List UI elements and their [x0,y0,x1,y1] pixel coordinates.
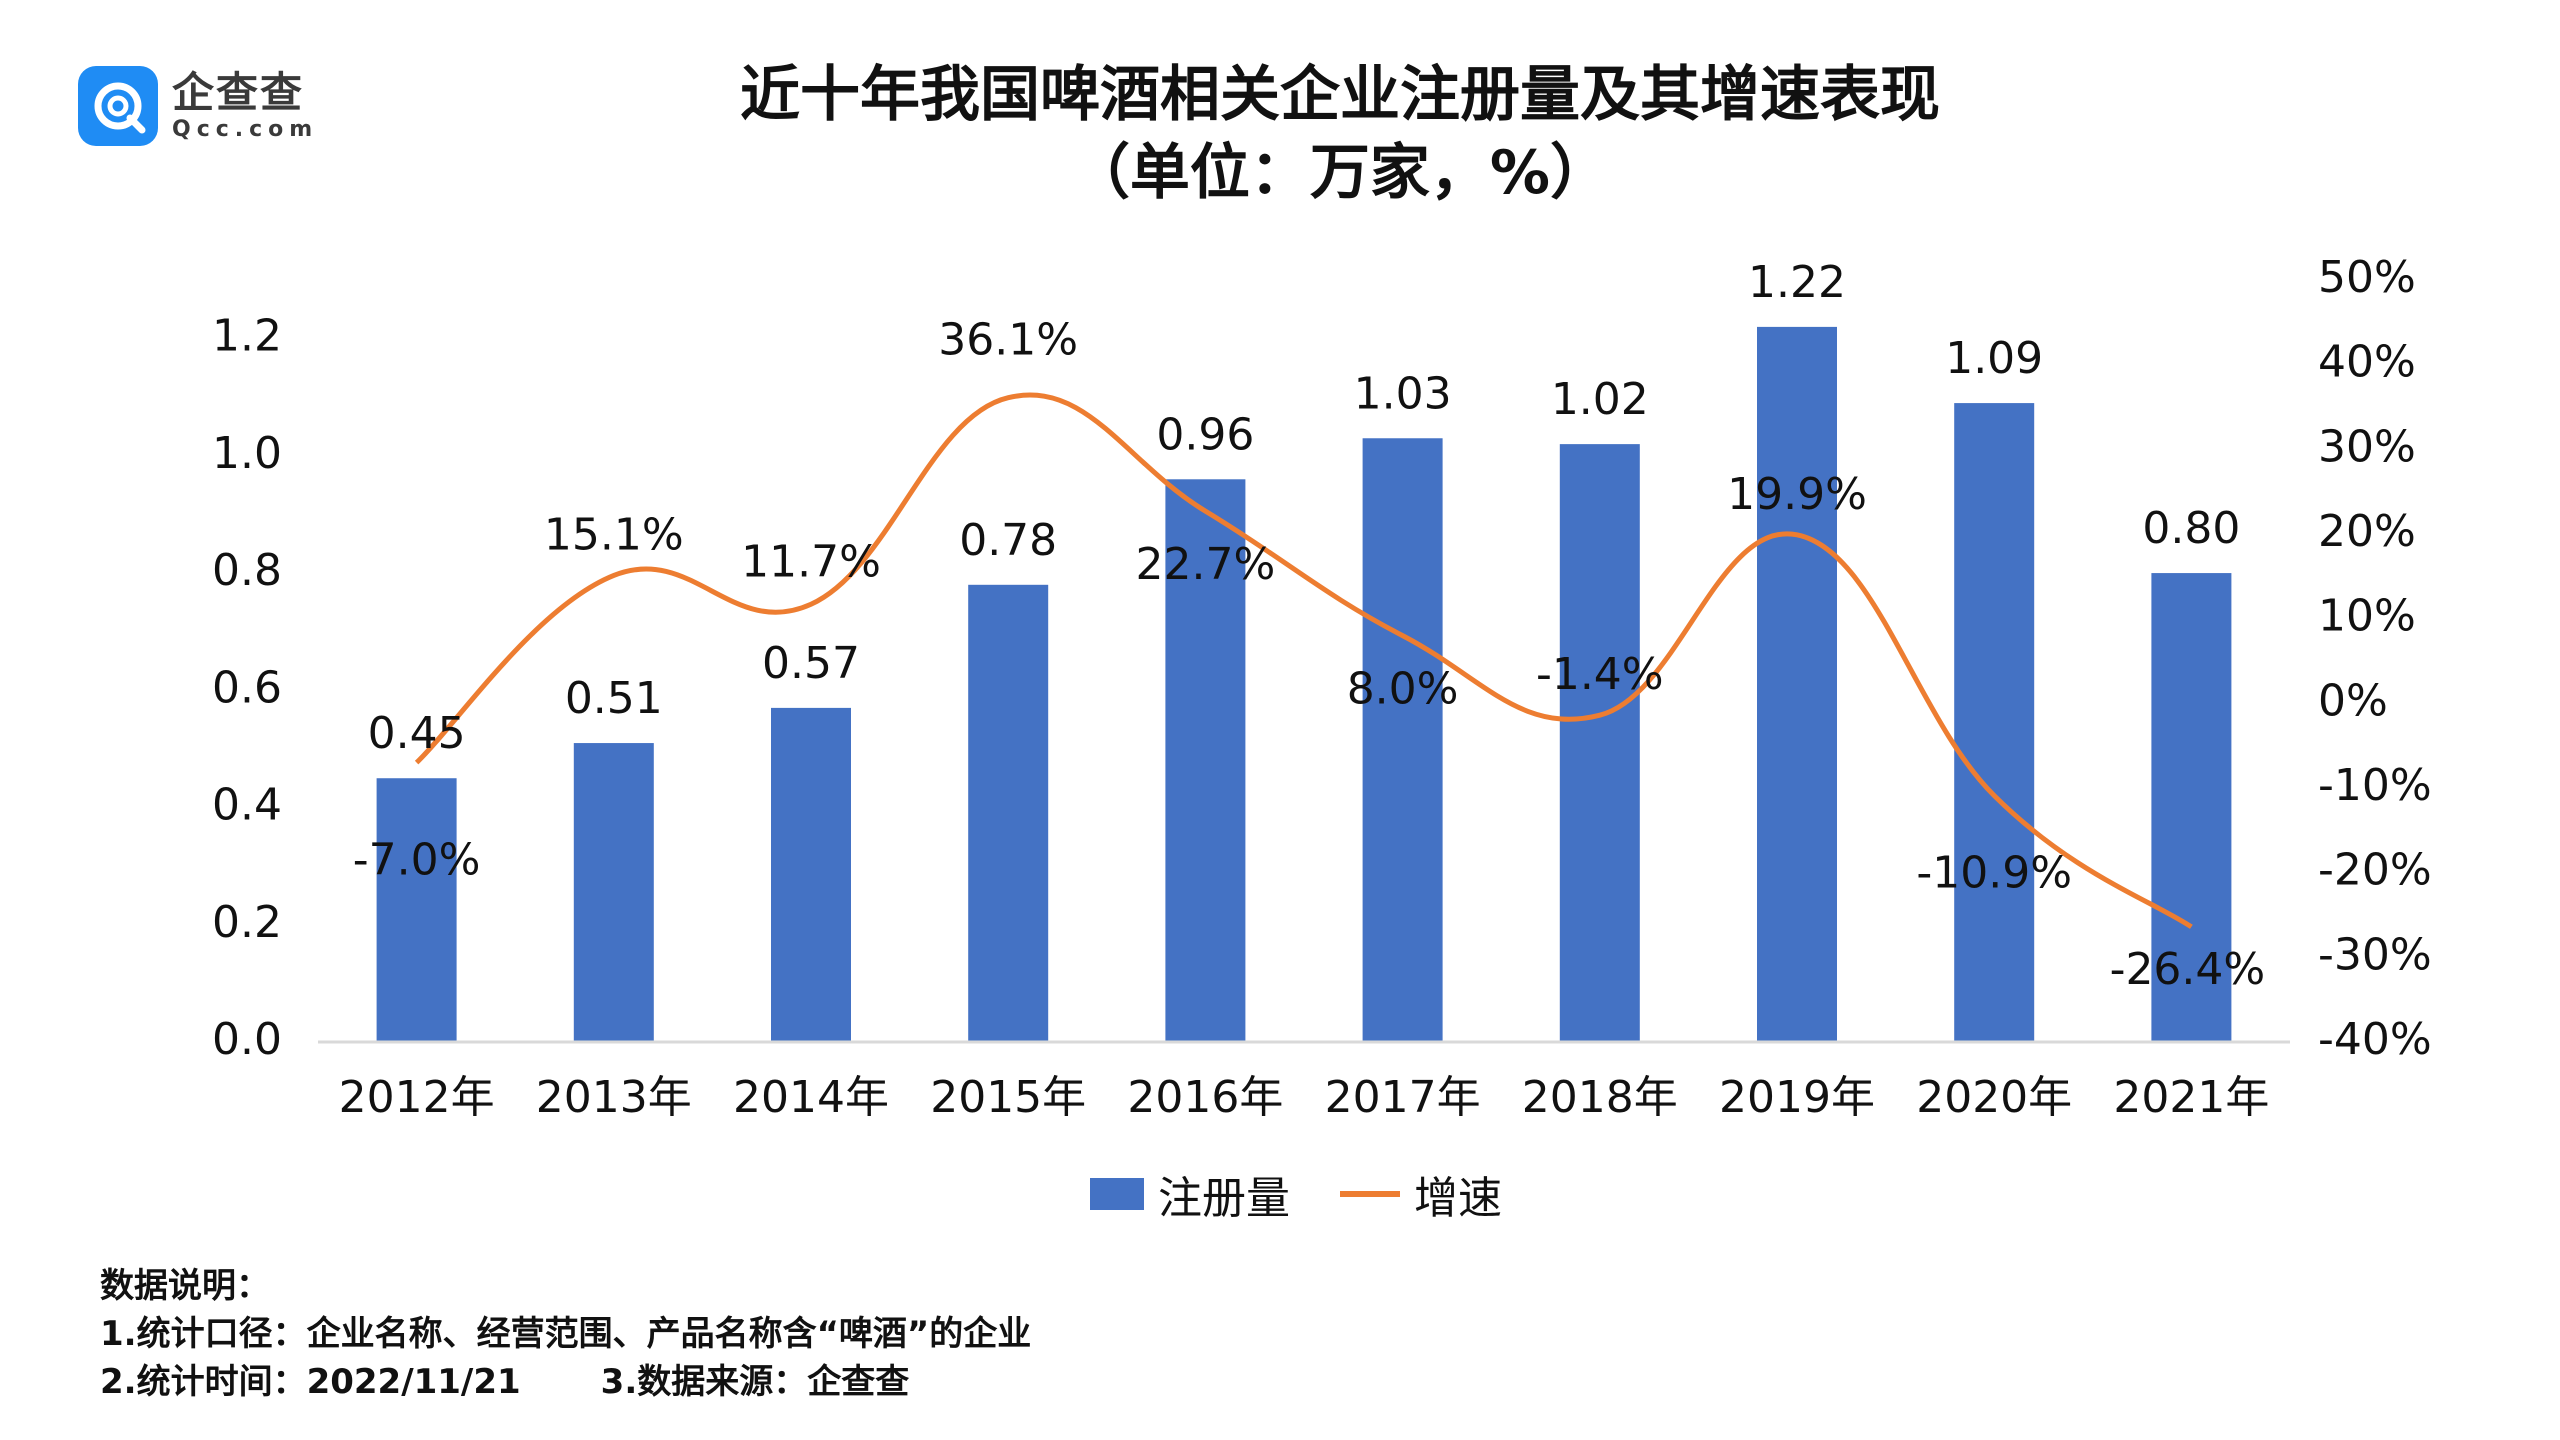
x-tick-label: 2021年 [2113,1072,2269,1123]
y-right-tick-label: -40% [2318,1014,2432,1065]
bar-value-label: 0.78 [959,515,1057,566]
bar [1165,479,1246,1042]
y-right-tick-label: -30% [2318,929,2432,980]
line-value-label: -1.4% [1536,649,1664,700]
y-left-tick-label: 0.8 [212,545,282,596]
bar [771,707,851,1042]
x-tick-label: 2016年 [1127,1072,1283,1123]
line-value-label: 15.1% [544,509,684,560]
legend-bar-swatch [1090,1178,1144,1210]
x-tick-label: 2018年 [1522,1072,1678,1123]
y-right-tick-label: 40% [2318,337,2416,388]
y-left-tick-label: 0.0 [212,1014,282,1065]
bar [1559,444,1640,1043]
x-tick-label: 2013年 [536,1072,692,1123]
qcc-logo-icon [78,66,158,146]
bar-value-label: 0.57 [762,638,860,689]
y-left-tick-label: 0.2 [212,897,282,948]
bar [968,584,1049,1042]
x-tick-label: 2014年 [733,1072,889,1123]
legend-line-swatch [1340,1191,1400,1197]
line-value-label: 36.1% [938,315,1078,366]
bar [1954,403,2035,1043]
bar-value-label: 1.22 [1748,257,1846,308]
bar-value-label: 0.51 [565,673,663,724]
legend-line-label: 增速 [1414,1173,1502,1224]
y-right-tick-label: 0% [2318,675,2388,726]
line-value-label: 8.0% [1347,664,1459,715]
x-tick-label: 2012年 [339,1072,495,1123]
notes-item-3: 3.数据来源：企查查 [600,1362,910,1402]
data-notes: 数据说明： 1.统计口径：企业名称、经营范围、产品名称含“啤酒”的企业 2.统计… [100,1262,1031,1406]
chart-title: 近十年我国啤酒相关企业注册量及其增速表现 （单位：万家，%） [0,56,2560,212]
x-tick-label: 2019年 [1719,1072,1875,1123]
bar [573,743,654,1042]
bar-value-label: 1.09 [1945,333,2043,384]
logo-domain: Qcc.com [172,117,319,142]
y-left-tick-label: 0.4 [212,780,282,831]
legend: 注册量 增速 [1090,1162,1502,1226]
line-value-label: -7.0% [353,835,481,886]
chart-title-line1: 近十年我国啤酒相关企业注册量及其增速表现 [740,60,1940,130]
y-right-tick-label: 50% [2318,252,2416,303]
bar [376,778,457,1042]
line-value-label: -10.9% [1916,848,2072,899]
bar-value-label: 0.80 [2142,503,2240,554]
chart-title-line2: （单位：万家，%） [1069,138,1611,208]
bar-value-label: 1.03 [1354,368,1452,419]
bar [2151,573,2232,1042]
logo: 企查查 Qcc.com [78,66,318,146]
bar-value-label: 1.02 [1551,374,1649,425]
notes-item-2: 2.统计时间：2022/11/21 [100,1362,521,1402]
y-left-tick-label: 1.2 [212,311,282,362]
y-left-tick-label: 0.6 [212,662,282,713]
x-tick-label: 2015年 [930,1072,1086,1123]
line-value-label: 19.9% [1727,469,1867,520]
logo-name: 企查查 [172,68,305,117]
y-right-tick-label: 20% [2318,506,2416,557]
x-tick-label: 2020年 [1916,1072,2072,1123]
bar-value-label: 0.96 [1156,409,1254,460]
y-right-tick-label: 30% [2318,421,2416,472]
line-value-label: 11.7% [741,536,881,587]
x-tick-label: 2017年 [1325,1072,1481,1123]
y-left-tick-label: 1.0 [212,428,282,479]
growth-line [414,392,2193,929]
bar-value-label: 0.45 [368,708,466,759]
y-right-tick-label: -20% [2318,845,2432,896]
legend-bar-label: 注册量 [1158,1173,1290,1224]
line-value-label: -26.4% [2110,944,2266,995]
line-value-label: 22.7% [1136,539,1276,590]
y-right-tick-label: 10% [2318,591,2416,642]
notes-item-1: 1.统计口径：企业名称、经营范围、产品名称含“啤酒”的企业 [100,1314,1032,1354]
bar [1362,438,1443,1042]
y-right-tick-label: -10% [2318,760,2432,811]
notes-heading: 数据说明： [100,1266,270,1306]
bar [1757,326,1837,1042]
